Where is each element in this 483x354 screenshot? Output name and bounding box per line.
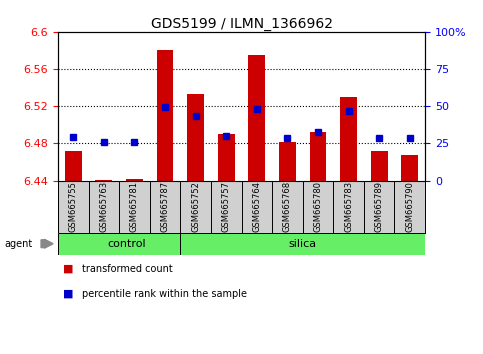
Text: GSM665789: GSM665789 <box>375 181 384 232</box>
Text: GSM665787: GSM665787 <box>160 181 170 232</box>
Bar <box>310 132 327 181</box>
Text: GSM665790: GSM665790 <box>405 181 414 232</box>
Text: agent: agent <box>5 239 33 249</box>
Bar <box>371 151 387 181</box>
Text: GSM665780: GSM665780 <box>313 181 323 232</box>
Bar <box>65 151 82 181</box>
Text: ■: ■ <box>63 289 73 299</box>
Bar <box>248 55 265 181</box>
Bar <box>180 233 425 255</box>
Bar <box>340 97 357 181</box>
Text: GSM665757: GSM665757 <box>222 181 231 232</box>
Text: GSM665763: GSM665763 <box>99 181 108 232</box>
Text: GSM665768: GSM665768 <box>283 181 292 232</box>
Text: transformed count: transformed count <box>82 264 173 274</box>
Title: GDS5199 / ILMN_1366962: GDS5199 / ILMN_1366962 <box>151 17 332 31</box>
Bar <box>187 94 204 181</box>
Text: GSM665783: GSM665783 <box>344 181 353 232</box>
Text: GSM665764: GSM665764 <box>252 181 261 232</box>
Text: GSM665752: GSM665752 <box>191 181 200 232</box>
Text: percentile rank within the sample: percentile rank within the sample <box>82 289 247 299</box>
Text: GSM665781: GSM665781 <box>130 181 139 232</box>
Text: control: control <box>108 239 146 249</box>
Bar <box>218 134 235 181</box>
Bar <box>126 179 143 181</box>
Bar <box>58 233 180 255</box>
Bar <box>156 51 173 181</box>
Text: silica: silica <box>289 239 317 249</box>
Bar <box>401 155 418 181</box>
Bar <box>96 179 112 181</box>
Text: ■: ■ <box>63 264 73 274</box>
Text: GSM665755: GSM665755 <box>69 181 78 232</box>
Bar <box>279 142 296 181</box>
